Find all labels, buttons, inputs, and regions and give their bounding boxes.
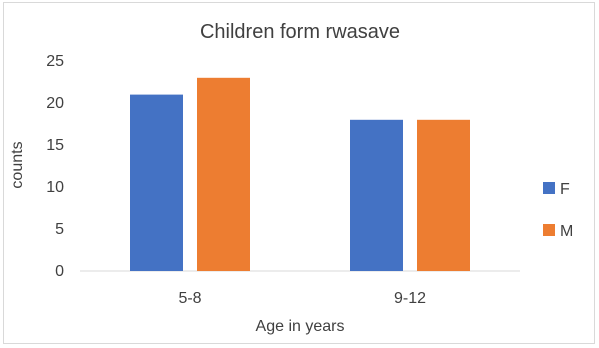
y-tick-label: 25 bbox=[46, 53, 64, 70]
bar-F-5-8 bbox=[130, 94, 183, 271]
y-tick-label: 15 bbox=[46, 137, 64, 154]
y-tick-label: 10 bbox=[46, 179, 64, 196]
y-axis-label: counts bbox=[9, 141, 26, 188]
legend-swatch-M bbox=[543, 224, 555, 236]
x-axis-label: Age in years bbox=[256, 318, 345, 335]
y-tick-label: 5 bbox=[55, 221, 64, 238]
bars bbox=[130, 77, 470, 271]
legend-label-F: F bbox=[560, 181, 570, 198]
x-tick-labels: 5-8 9-12 bbox=[178, 290, 426, 307]
chart-frame bbox=[3, 2, 595, 344]
legend-swatch-F bbox=[543, 182, 555, 194]
legend-label-M: M bbox=[560, 223, 573, 240]
y-tick-label: 20 bbox=[46, 95, 64, 112]
x-tick-label: 5-8 bbox=[178, 290, 201, 307]
y-tick-labels: 0 5 10 15 20 25 bbox=[46, 53, 64, 280]
x-tick-label: 9-12 bbox=[394, 290, 426, 307]
bar-F-9-12 bbox=[350, 119, 403, 271]
y-tick-label: 0 bbox=[55, 263, 64, 280]
bar-M-9-12 bbox=[417, 119, 470, 271]
legend: FM bbox=[543, 181, 573, 240]
chart-title: Children form rwasave bbox=[200, 21, 400, 43]
bar-M-5-8 bbox=[197, 77, 250, 271]
